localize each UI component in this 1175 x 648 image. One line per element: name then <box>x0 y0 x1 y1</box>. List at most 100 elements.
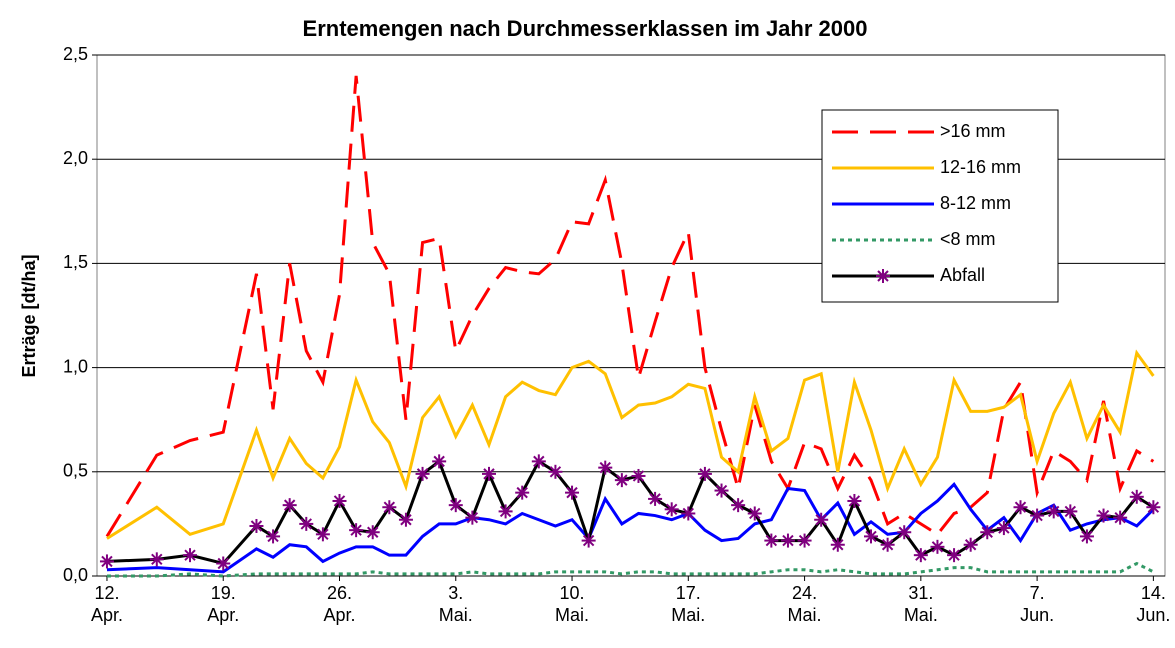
data-point <box>349 523 364 538</box>
marker-stroke <box>877 270 889 282</box>
data-point <box>531 454 546 469</box>
data-point <box>614 473 629 488</box>
x-tick-label: 24. Mai. <box>787 583 822 625</box>
marker-stroke <box>848 495 861 507</box>
data-point <box>1113 510 1128 525</box>
legend-label: 12-16 mm <box>940 157 1021 177</box>
y-tick-label: 1,0 <box>63 356 88 376</box>
marker-stroke <box>416 468 429 480</box>
marker-stroke <box>433 455 445 468</box>
x-tick-label: 31. Mai. <box>903 583 938 625</box>
y-tick-label: 1,5 <box>63 252 88 272</box>
marker-stroke <box>931 541 944 553</box>
data-point <box>581 533 596 548</box>
marker-stroke <box>151 553 163 566</box>
data-point <box>797 533 812 548</box>
series-line <box>106 561 1155 578</box>
legend-box <box>821 109 1059 303</box>
data-point <box>780 533 795 548</box>
data-point <box>249 518 264 533</box>
data-point <box>963 537 978 552</box>
data-point <box>664 502 679 517</box>
data-point <box>648 491 663 506</box>
data-point <box>996 521 1011 536</box>
data-point <box>99 554 114 569</box>
marker-stroke <box>616 474 628 486</box>
marker-stroke <box>732 499 744 511</box>
data-point <box>1096 508 1111 523</box>
marker-stroke <box>948 549 960 561</box>
marker-stroke <box>400 514 412 526</box>
legend-label: Abfall <box>940 265 985 285</box>
data-point <box>731 498 746 513</box>
marker-stroke <box>250 520 263 532</box>
x-tick-label: 17. Mai. <box>671 583 706 625</box>
marker-stroke <box>1031 509 1043 522</box>
data-point <box>864 529 879 544</box>
marker-stroke <box>300 518 312 530</box>
data-point <box>548 464 563 479</box>
data-point <box>1063 504 1078 519</box>
marker-stroke <box>1081 530 1093 543</box>
y-tick-label: 0,5 <box>63 461 88 481</box>
data-point <box>930 539 945 554</box>
data-point <box>465 510 480 525</box>
marker-stroke <box>682 507 695 520</box>
marker-stroke <box>915 549 927 561</box>
data-point <box>1046 504 1061 519</box>
marker-stroke <box>549 466 562 478</box>
data-point <box>1079 529 1094 544</box>
x-tick-label: 3. Mai. <box>438 583 473 625</box>
data-point <box>681 506 696 521</box>
marker-stroke <box>865 530 877 543</box>
marker-stroke <box>699 468 711 480</box>
marker-stroke <box>333 495 346 507</box>
marker-stroke <box>101 555 113 568</box>
data-point <box>498 504 513 519</box>
data-point <box>282 498 297 513</box>
legend-label: 8-12 mm <box>940 193 1011 213</box>
marker-stroke <box>1131 491 1143 503</box>
marker-stroke <box>815 514 827 526</box>
data-point <box>747 506 762 521</box>
data-point <box>266 529 281 544</box>
marker-stroke <box>367 526 379 538</box>
marker-stroke <box>649 493 661 505</box>
data-point <box>814 512 829 527</box>
marker-stroke <box>981 526 993 538</box>
series-line <box>106 349 1155 540</box>
data-point <box>913 548 928 563</box>
data-point <box>847 493 862 508</box>
marker-stroke <box>765 534 778 547</box>
marker-stroke <box>1097 509 1110 522</box>
x-tick-label: 14. Jun. <box>1136 583 1171 625</box>
data-point <box>183 548 198 563</box>
legend-marker <box>876 269 890 283</box>
marker-stroke <box>1147 501 1160 513</box>
data-point <box>697 466 712 481</box>
data-point <box>415 466 430 481</box>
data-point <box>299 516 314 531</box>
data-point <box>598 460 613 475</box>
data-point <box>1146 500 1161 515</box>
x-tick-label: 12. Apr. <box>90 583 123 625</box>
marker-stroke <box>749 507 761 520</box>
marker-stroke <box>632 470 645 482</box>
marker-stroke <box>566 486 578 499</box>
data-point <box>332 493 347 508</box>
legend-label: <8 mm <box>940 229 996 249</box>
marker-stroke <box>881 539 894 551</box>
data-point <box>947 548 962 563</box>
marker-stroke <box>499 505 512 518</box>
marker-stroke <box>350 524 362 536</box>
marker-stroke <box>383 501 396 513</box>
x-tick-label: 7. Jun. <box>1020 583 1055 625</box>
y-tick-label: 2,0 <box>63 148 88 168</box>
data-point <box>897 525 912 540</box>
x-tick-label: 10. Mai. <box>555 583 590 625</box>
data-point <box>382 500 397 515</box>
data-point <box>515 485 530 500</box>
data-point <box>481 466 496 481</box>
